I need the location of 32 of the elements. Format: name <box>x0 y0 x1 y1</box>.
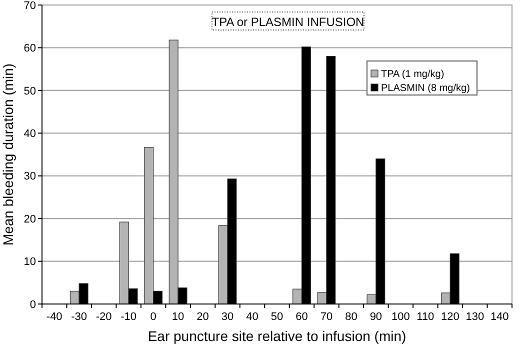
y-tick-label: 50 <box>24 85 36 98</box>
x-tick-label: 110 <box>416 311 434 323</box>
x-tick-label: -10 <box>120 311 137 323</box>
x-tick-label: -30 <box>71 311 88 323</box>
x-tick-label: 50 <box>270 311 284 323</box>
y-tick-label: 30 <box>24 170 36 183</box>
x-tick-label: 0 <box>150 311 156 323</box>
x-tick-label: 120 <box>440 311 460 323</box>
x-tick-label: 30 <box>221 311 234 323</box>
y-axis-title: Mean bleeding duration (min) <box>0 63 16 246</box>
y-tick-label: 20 <box>24 213 36 226</box>
x-tick-label: 90 <box>370 311 382 323</box>
y-tick-label: 10 <box>24 256 36 268</box>
x-tick-label: 40 <box>246 311 258 323</box>
x-tick-label: 60 <box>296 311 308 323</box>
x-tick-label: 140 <box>490 311 509 323</box>
y-tick-label: 60 <box>24 42 36 55</box>
x-tick-label: 10 <box>172 311 184 323</box>
x-tick-label: -40 <box>46 311 62 323</box>
y-tick-label: 0 <box>30 298 36 311</box>
y-tick-label: 40 <box>24 128 36 140</box>
y-tick-label: 70 <box>24 0 36 12</box>
text: TPA or PLASMIN INFUSION <box>212 15 364 29</box>
legend-label: PLASMIN (8 mg/kg) <box>381 83 470 94</box>
x-tick-label: 100 <box>392 311 410 323</box>
x-tick-label: 70 <box>320 311 333 323</box>
x-tick-label: 130 <box>466 311 484 323</box>
x-tick-label: 80 <box>345 311 358 323</box>
x-axis-title: Ear puncture site relative to infusion (min) <box>148 328 406 344</box>
x-tick-label: -20 <box>96 311 112 323</box>
x-tick-label: 20 <box>196 311 209 323</box>
legend-label: TPA (1 mg/kg) <box>381 69 444 80</box>
